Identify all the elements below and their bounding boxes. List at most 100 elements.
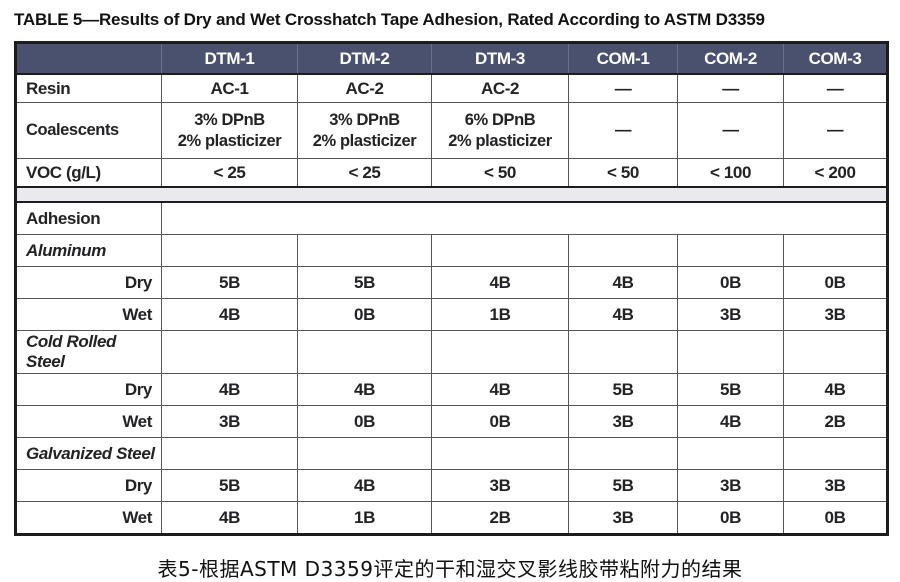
value-cell: < 200: [783, 158, 888, 188]
rating-cell: 1B: [431, 298, 569, 331]
rating-cell: 3B: [161, 405, 298, 438]
rating-cell: 3B: [568, 501, 678, 535]
rating-cell: 5B: [161, 469, 298, 502]
rating-cell: 3B: [431, 469, 569, 502]
row-aluminum-wet: Wet 4B 0B 1B 4B 3B 3B: [15, 298, 888, 331]
rating-cell: 4B: [568, 298, 678, 331]
rating-cell: 3B: [568, 405, 678, 438]
rating-cell: 0B: [297, 405, 432, 438]
empty-cell: [568, 437, 678, 470]
row-label-adhesion: Adhesion: [15, 201, 162, 235]
row-galvanized-steel-wet: Wet 4B 1B 2B 3B 0B 0B: [15, 501, 888, 535]
row-coalescents: Coalescents 3% DPnB 2% plasticizer 3% DPn…: [15, 102, 888, 159]
condition-label-dry: Dry: [15, 266, 162, 299]
rating-cell: 4B: [431, 266, 569, 299]
header-row: DTM-1 DTM-2 DTM-3 COM-1 COM-2 COM-3: [15, 42, 888, 75]
value-cell: AC-2: [431, 73, 569, 103]
rating-cell: 3B: [783, 298, 888, 331]
empty-cell: [297, 330, 432, 374]
empty-cell: [783, 437, 888, 470]
rating-cell: 5B: [161, 266, 298, 299]
row-substrate-galvanized-steel: Galvanized Steel: [15, 437, 888, 470]
empty-cell: [161, 234, 298, 267]
rating-cell: 3B: [677, 298, 784, 331]
value-cell: < 25: [161, 158, 298, 188]
value-cell: AC-2: [297, 73, 432, 103]
row-galvanized-steel-dry: Dry 5B 4B 3B 5B 3B 3B: [15, 469, 888, 502]
empty-cell: [568, 234, 678, 267]
rating-cell: 4B: [161, 501, 298, 535]
rating-cell: 4B: [161, 298, 298, 331]
rating-cell: 0B: [677, 501, 784, 535]
row-substrate-cold-rolled-steel: Cold Rolled Steel: [15, 330, 888, 374]
empty-cell: [297, 234, 432, 267]
rating-cell: 5B: [677, 373, 784, 406]
value-cell: < 100: [677, 158, 784, 188]
value-cell: —: [568, 102, 678, 159]
value-cell: —: [677, 73, 784, 103]
rating-cell: 5B: [568, 373, 678, 406]
header-empty-cell: [15, 42, 162, 75]
row-label-resin: Resin: [15, 73, 162, 103]
rating-cell: 2B: [431, 501, 569, 535]
value-cell: —: [568, 73, 678, 103]
rating-cell: 4B: [161, 373, 298, 406]
rating-cell: 3B: [783, 469, 888, 502]
separator-band: [15, 186, 888, 203]
rating-cell: 0B: [783, 501, 888, 535]
rating-cell: 2B: [783, 405, 888, 438]
section-separator: [15, 186, 888, 203]
substrate-label-cold-rolled-steel: Cold Rolled Steel: [15, 330, 162, 374]
condition-label-dry: Dry: [15, 469, 162, 502]
rating-cell: 4B: [297, 469, 432, 502]
empty-cell: [783, 330, 888, 374]
empty-cell: [431, 437, 569, 470]
value-cell: AC-1: [161, 73, 298, 103]
row-substrate-aluminum: Aluminum: [15, 234, 888, 267]
row-resin: Resin AC-1 AC-2 AC-2 — — —: [15, 73, 888, 103]
row-label-coalescents: Coalescents: [15, 102, 162, 159]
rating-cell: 5B: [568, 469, 678, 502]
empty-cell: [783, 234, 888, 267]
rating-cell: 0B: [677, 266, 784, 299]
row-label-voc: VOC (g/L): [15, 158, 162, 188]
condition-label-wet: Wet: [15, 298, 162, 331]
empty-cell: [161, 330, 298, 374]
rating-cell: 4B: [297, 373, 432, 406]
header-cell-com-2: COM-2: [677, 42, 784, 75]
rating-cell: 3B: [677, 469, 784, 502]
rating-cell: 0B: [783, 266, 888, 299]
empty-cell: [161, 437, 298, 470]
header-cell-com-1: COM-1: [568, 42, 678, 75]
empty-cell: [297, 437, 432, 470]
empty-cell: [677, 437, 784, 470]
empty-cell: [677, 330, 784, 374]
value-cell: 6% DPnB 2% plasticizer: [431, 102, 569, 159]
rating-cell: 5B: [297, 266, 432, 299]
condition-label-dry: Dry: [15, 373, 162, 406]
table-caption-chinese: 表5-根据ASTM D3359评定的干和湿交叉影线胶带粘附力的结果: [157, 557, 743, 581]
empty-cell: [431, 330, 569, 374]
empty-merged-cell: [161, 201, 888, 235]
empty-cell: [568, 330, 678, 374]
rating-cell: 0B: [431, 405, 569, 438]
rating-cell: 1B: [297, 501, 432, 535]
rating-cell: 4B: [568, 266, 678, 299]
condition-label-wet: Wet: [15, 405, 162, 438]
value-cell: 3% DPnB 2% plasticizer: [297, 102, 432, 159]
value-cell: < 50: [431, 158, 569, 188]
row-voc: VOC (g/L) < 25 < 25 < 50 < 50 < 100 < 20…: [15, 158, 888, 188]
substrate-label-aluminum: Aluminum: [15, 234, 162, 267]
row-cold-rolled-steel-wet: Wet 3B 0B 0B 3B 4B 2B: [15, 405, 888, 438]
row-cold-rolled-steel-dry: Dry 4B 4B 4B 5B 5B 4B: [15, 373, 888, 406]
substrate-label-galvanized-steel: Galvanized Steel: [15, 437, 162, 470]
value-cell: —: [677, 102, 784, 159]
row-adhesion-header: Adhesion: [15, 201, 888, 235]
header-cell-com-3: COM-3: [783, 42, 888, 75]
condition-label-wet: Wet: [15, 501, 162, 535]
table-title: TABLE 5—Results of Dry and Wet Crosshatc…: [14, 10, 765, 29]
row-aluminum-dry: Dry 5B 5B 4B 4B 0B 0B: [15, 266, 888, 299]
value-cell: < 25: [297, 158, 432, 188]
value-cell: —: [783, 102, 888, 159]
